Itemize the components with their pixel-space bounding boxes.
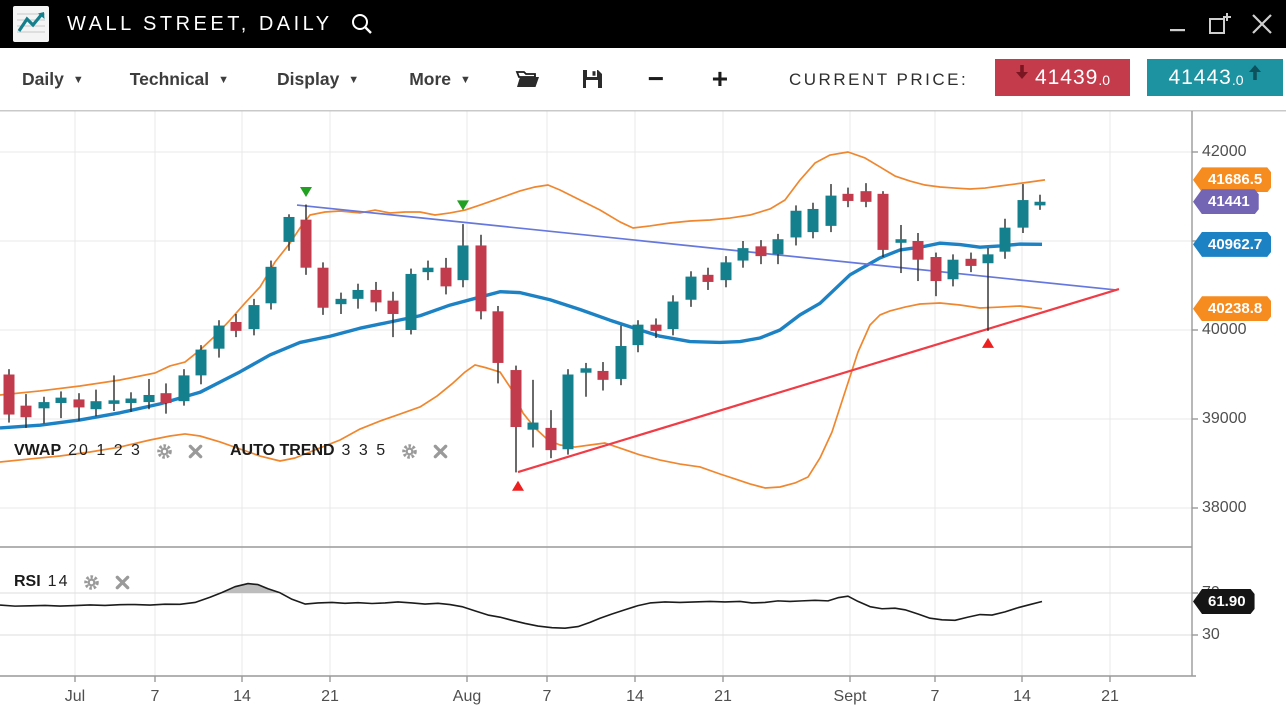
popout-icon[interactable] <box>1206 10 1234 38</box>
buy-price-value: 41443 <box>1168 65 1232 89</box>
chevron-down-icon: ▼ <box>72 74 84 86</box>
vwap-remove-icon[interactable] <box>187 443 204 460</box>
rsi-axis-tick: 30 <box>1202 626 1220 643</box>
rsi-legend-name: RSI <box>14 573 41 590</box>
autotrend-settings-gear-icon[interactable] <box>401 443 418 460</box>
rsi-remove-icon[interactable] <box>114 574 131 591</box>
rsi-legend: RSI 14 <box>14 573 131 591</box>
time-axis-tick: Jul <box>64 688 86 705</box>
autotrend-legend-name: AUTO TREND <box>229 442 335 459</box>
rsi-legend-params: 14 <box>47 573 70 590</box>
time-axis-tick: 14 <box>233 688 251 705</box>
price-tag: 41686.5 <box>1193 167 1271 192</box>
current-price-label: CURRENT PRICE: <box>789 69 969 89</box>
time-axis-tick: 21 <box>1101 688 1119 705</box>
buy-price-decimal: .0 <box>1231 71 1244 88</box>
price-down-arrow-icon <box>1015 64 1028 79</box>
autotrend-legend-params: 3 3 5 <box>341 442 388 459</box>
vwap-settings-gear-icon[interactable] <box>156 443 173 460</box>
sell-price-button[interactable]: 41439 .0 <box>995 59 1130 96</box>
minimize-icon[interactable] <box>1164 10 1192 38</box>
time-axis-tick: 14 <box>626 688 644 705</box>
zoom-in-icon[interactable]: + <box>711 63 729 94</box>
price-axis-tick: 39000 <box>1202 410 1247 427</box>
title-bar: WALL STREET, DAILY <box>0 0 1286 48</box>
menu-display[interactable]: Display ▼ <box>277 69 359 90</box>
menu-more-label: More <box>409 68 451 89</box>
rsi-value-tag: 61.90 <box>1193 589 1255 614</box>
search-icon[interactable] <box>347 9 377 39</box>
autotrend-remove-icon[interactable] <box>432 443 449 460</box>
menu-display-label: Display <box>277 68 340 89</box>
chevron-down-icon: ▼ <box>460 74 471 86</box>
time-axis-tick: 7 <box>150 688 160 705</box>
vwap-legend-name: VWAP <box>14 442 62 459</box>
app-logo-icon <box>13 6 49 42</box>
zoom-out-icon[interactable]: − <box>647 63 665 94</box>
window-controls <box>1164 0 1276 48</box>
rsi-settings-gear-icon[interactable] <box>83 574 100 591</box>
menu-technical-label: Technical <box>129 68 210 89</box>
chart-title: WALL STREET, DAILY <box>67 12 333 35</box>
vwap-legend: VWAP 20 1 2 3 AUTO TREND 3 3 5 <box>14 442 449 460</box>
price-tag: 41441 <box>1193 189 1259 214</box>
vwap-legend-params: 20 1 2 3 <box>68 442 142 459</box>
chevron-down-icon: ▼ <box>218 74 230 86</box>
time-axis-tick: 7 <box>930 688 940 705</box>
chart-toolbar: Daily ▼ Technical ▼ Display ▼ More ▼ <box>0 48 1286 111</box>
sell-price-value: 41439 <box>1034 65 1099 89</box>
price-tag: 40962.7 <box>1193 232 1271 257</box>
menu-timeframe-label: Daily <box>22 68 64 89</box>
price-axis-tick: 40000 <box>1202 321 1247 338</box>
menu-timeframe[interactable]: Daily ▼ <box>22 69 84 90</box>
buy-price-button[interactable]: 41443 .0 <box>1147 59 1283 96</box>
time-axis-tick: 21 <box>321 688 339 705</box>
sell-price-decimal: .0 <box>1098 71 1111 88</box>
close-icon[interactable] <box>1248 10 1276 38</box>
time-axis-tick: Sept <box>833 688 867 705</box>
time-axis-tick: 21 <box>714 688 732 705</box>
price-axis-tick: 42000 <box>1202 143 1247 160</box>
save-icon[interactable] <box>579 66 605 92</box>
time-axis-tick: 14 <box>1013 688 1031 705</box>
time-axis-tick: Aug <box>452 688 482 705</box>
chevron-down-icon: ▼ <box>348 74 360 86</box>
price-tag: 40238.8 <box>1193 296 1271 321</box>
open-folder-icon[interactable] <box>515 66 541 92</box>
menu-technical[interactable]: Technical ▼ <box>130 69 229 90</box>
menu-more[interactable]: More ▼ <box>409 69 471 90</box>
price-up-arrow-icon <box>1248 64 1261 80</box>
price-axis-tick: 38000 <box>1202 499 1247 516</box>
time-axis-tick: 7 <box>542 688 552 705</box>
